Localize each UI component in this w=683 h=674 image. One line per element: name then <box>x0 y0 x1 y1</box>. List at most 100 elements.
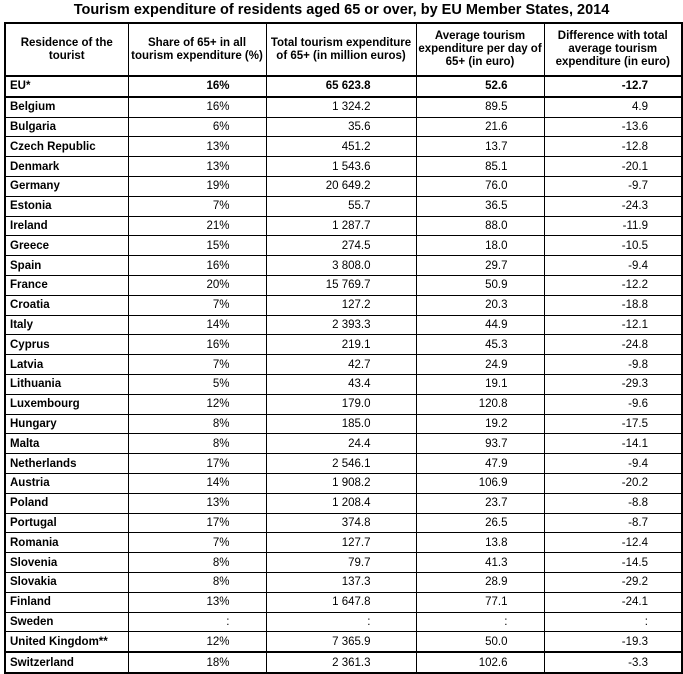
total-cell: 24.4 <box>265 433 417 455</box>
average-cell: 23.7 <box>415 492 545 514</box>
share-cell: 8% <box>127 433 267 455</box>
table-row: United Kingdom** 12% 7 365.9 50.0 -19.3 <box>4 631 683 653</box>
table-row: Poland 13% 1 208.4 23.7 -8.8 <box>4 492 683 514</box>
table-row: Estonia 7% 55.7 36.5 -24.3 <box>4 195 683 217</box>
residence-cell: Netherlands <box>4 453 129 474</box>
residence-cell: Finland <box>4 591 129 613</box>
total-cell: 20 649.2 <box>265 175 417 197</box>
residence-cell: Croatia <box>4 294 129 316</box>
residence-cell: Hungary <box>4 413 129 435</box>
total-cell: 2 393.3 <box>265 314 417 336</box>
residence-cell: EU* <box>4 75 129 98</box>
residence-cell: Germany <box>4 175 129 197</box>
share-cell: 19% <box>127 175 267 197</box>
share-cell: 7% <box>127 532 267 554</box>
eu-total-row: EU* 16% 65 623.8 52.6 -12.7 <box>4 75 683 98</box>
average-cell: 26.5 <box>415 512 545 534</box>
table-row: Hungary 8% 185.0 19.2 -17.5 <box>4 413 683 435</box>
average-cell: 45.3 <box>415 334 545 356</box>
total-cell: 1 908.2 <box>265 472 417 494</box>
average-cell: 13.8 <box>415 532 545 554</box>
table-title: Tourism expenditure of residents aged 65… <box>73 2 610 18</box>
average-cell: 21.6 <box>415 116 545 138</box>
difference-cell: -13.6 <box>543 116 683 138</box>
total-cell: 1 543.6 <box>265 156 417 177</box>
tourism-expenditure-table: Residence of the tourist Share of 65+ in… <box>4 22 683 674</box>
difference-cell: -3.3 <box>543 651 683 674</box>
average-cell: 29.7 <box>415 255 545 276</box>
total-cell: 79.7 <box>265 552 417 573</box>
residence-cell: Estonia <box>4 195 129 217</box>
average-cell: 13.7 <box>415 136 545 158</box>
average-cell: 85.1 <box>415 156 545 177</box>
residence-cell: Belgium <box>4 96 129 118</box>
difference-cell: -12.7 <box>543 75 683 98</box>
difference-cell: -17.5 <box>543 413 683 435</box>
residence-cell: Greece <box>4 235 129 257</box>
difference-cell: -24.8 <box>543 334 683 356</box>
total-cell: 2 546.1 <box>265 453 417 474</box>
residence-cell: Lithuania <box>4 373 129 395</box>
table-row: France 20% 15 769.7 50.9 -12.2 <box>4 274 683 296</box>
table-row: Cyprus 16% 219.1 45.3 -24.8 <box>4 334 683 356</box>
share-cell: 12% <box>127 631 267 653</box>
table-row: Denmark 13% 1 543.6 85.1 -20.1 <box>4 156 683 177</box>
total-cell: 374.8 <box>265 512 417 534</box>
share-cell: 15% <box>127 235 267 257</box>
average-cell: 88.0 <box>415 215 545 237</box>
residence-cell: Italy <box>4 314 129 336</box>
total-cell: 3 808.0 <box>265 255 417 276</box>
table-row: Spain 16% 3 808.0 29.7 -9.4 <box>4 255 683 276</box>
residence-cell: Slovakia <box>4 571 129 593</box>
difference-cell: -9.4 <box>543 453 683 474</box>
total-cell: 179.0 <box>265 393 417 415</box>
table-row: Sweden:::: <box>4 611 683 633</box>
average-cell: 50.9 <box>415 274 545 296</box>
difference-cell: : <box>543 611 683 633</box>
residence-cell: Ireland <box>4 215 129 237</box>
share-cell: 13% <box>127 136 267 158</box>
residence-cell: France <box>4 274 129 296</box>
difference-cell: -24.1 <box>543 591 683 613</box>
share-cell: 12% <box>127 393 267 415</box>
share-cell: 16% <box>127 334 267 356</box>
table-row: Bulgaria 6% 35.6 21.6 -13.6 <box>4 116 683 138</box>
share-cell: 14% <box>127 314 267 336</box>
average-cell: 50.0 <box>415 631 545 653</box>
share-cell: 5% <box>127 373 267 395</box>
total-cell: 127.2 <box>265 294 417 316</box>
residence-cell: Malta <box>4 433 129 455</box>
difference-cell: -29.2 <box>543 571 683 593</box>
total-cell: 1 324.2 <box>265 96 417 118</box>
average-cell: 18.0 <box>415 235 545 257</box>
difference-cell: -11.9 <box>543 215 683 237</box>
share-cell: 17% <box>127 512 267 534</box>
average-cell: 41.3 <box>415 552 545 573</box>
total-cell: 219.1 <box>265 334 417 356</box>
average-cell: 19.1 <box>415 373 545 395</box>
header-residence: Residence of the tourist <box>4 22 129 77</box>
difference-cell: -12.4 <box>543 532 683 554</box>
difference-cell: -14.5 <box>543 552 683 573</box>
table-row: Netherlands 17% 2 546.1 47.9 -9.4 <box>4 453 683 474</box>
difference-cell: -9.8 <box>543 354 683 375</box>
average-cell: 89.5 <box>415 96 545 118</box>
difference-cell: -12.8 <box>543 136 683 158</box>
residence-cell: Sweden <box>4 611 129 633</box>
total-cell: : <box>265 611 417 633</box>
residence-cell: United Kingdom** <box>4 631 129 653</box>
average-cell: 77.1 <box>415 591 545 613</box>
table-row: Finland 13% 1 647.8 77.1 -24.1 <box>4 591 683 613</box>
share-cell: : <box>127 611 267 633</box>
total-cell: 1 287.7 <box>265 215 417 237</box>
difference-cell: -8.8 <box>543 492 683 514</box>
difference-cell: -14.1 <box>543 433 683 455</box>
table-row: Slovakia 8% 137.3 28.9 -29.2 <box>4 571 683 593</box>
table-row: Lithuania 5% 43.4 19.1 -29.3 <box>4 373 683 395</box>
table-row: Malta 8% 24.4 93.7 -14.1 <box>4 433 683 455</box>
table-row: Luxembourg 12% 179.0 120.8 -9.6 <box>4 393 683 415</box>
table-row: Austria 14% 1 908.2 106.9 -20.2 <box>4 472 683 494</box>
difference-cell: -18.8 <box>543 294 683 316</box>
table-row: Belgium 16% 1 324.2 89.5 4.9 <box>4 96 683 118</box>
residence-cell: Luxembourg <box>4 393 129 415</box>
